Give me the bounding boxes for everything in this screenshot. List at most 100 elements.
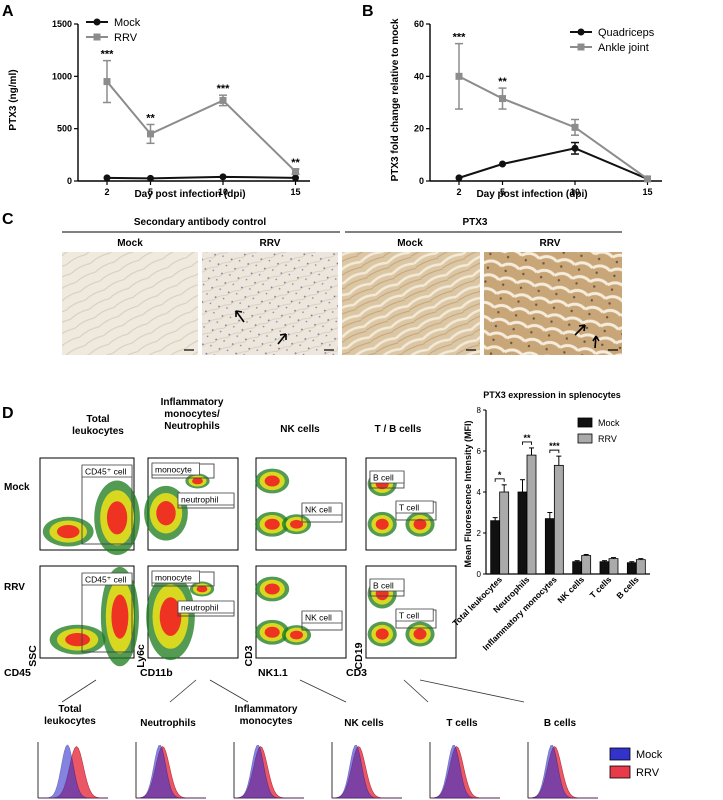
flow-density	[413, 628, 427, 640]
panel-d-flow: Total leukocytes Inflammatory monocytes/Neu…	[4, 397, 525, 703]
gate-leuk-label: CD45⁺ cell	[85, 467, 126, 477]
flow-density	[264, 475, 280, 487]
flow-row-rrv: RRV	[4, 582, 25, 593]
hist-legend-swatch	[609, 747, 631, 761]
chart-b-point	[571, 144, 579, 152]
chart-b-point	[499, 160, 506, 168]
chart-b-point	[499, 95, 506, 103]
flow-density	[375, 628, 389, 640]
flow-arrow-line	[169, 679, 197, 703]
flow-pop-title: NK cells	[280, 424, 320, 435]
chart-b-significance: **	[498, 76, 507, 88]
panel-letter-b: B	[362, 3, 374, 20]
flow-density	[375, 518, 389, 530]
micrograph-secondary-rrv	[202, 252, 338, 355]
chart-b-series-line	[458, 75, 649, 180]
micrograph-ptx3-rrv	[484, 252, 622, 355]
flow-density	[111, 594, 129, 639]
hist-mock	[233, 744, 304, 799]
chart-a-legend-label: Mock	[114, 17, 141, 29]
arrow-icon	[235, 310, 245, 323]
gate-neutrophil-label-box	[177, 600, 235, 614]
gate-neutrophil-label-box	[177, 492, 235, 506]
gate-t-label-box	[395, 608, 434, 622]
flow-ylabel: CD3	[243, 645, 255, 666]
gate-leuk-label-box	[81, 464, 133, 478]
hist-title: Inflammatory monocytes	[235, 704, 298, 727]
panel-c: Secondary antibody control PTX3 Mock RRV…	[62, 217, 622, 355]
gate-nk-label-box	[301, 502, 343, 516]
chart-d-bar	[544, 518, 555, 575]
chart-a-point	[292, 168, 299, 176]
chart-a-legend-marker	[93, 18, 101, 26]
chart-a-significance: ***	[101, 49, 115, 61]
panel-c-col-3: Mock	[397, 238, 423, 249]
chart-d-bar	[626, 562, 637, 575]
hist-title: B cells	[544, 718, 577, 729]
panel-c-header-ptx3: PTX3	[462, 217, 487, 228]
flow-density	[192, 477, 203, 485]
chart-a-point	[147, 130, 154, 138]
chart-a-ylabel: PTX3 (ng/ml)	[8, 69, 19, 130]
chart-d-sig-bracket	[494, 478, 505, 482]
chart-b-ytick-label: 40	[414, 71, 424, 81]
panel-letter-d: D	[2, 405, 14, 422]
gate-nk-label: NK cell	[305, 613, 332, 623]
gate-b-label: B cell	[373, 473, 394, 483]
gate-monocyte-label-box	[151, 462, 200, 476]
flow-arrow-line	[61, 679, 97, 703]
chart-d-category-label: B cells	[614, 574, 641, 601]
gate-monocyte-label: monocyte	[155, 465, 192, 475]
panel-c-col-2: RRV	[260, 238, 281, 249]
chart-b-ytick-label: 20	[414, 124, 424, 134]
chart-b: PTX3 fold change relative to mock Day po…	[390, 18, 662, 200]
flow-xlabel: CD3	[346, 667, 367, 679]
hist-title: T cells	[446, 718, 478, 729]
flow-pop-title: T / B cells	[375, 424, 422, 435]
chart-d-legend-swatch	[577, 433, 593, 444]
chart-b-xtick-label: 15	[642, 187, 652, 197]
flow-ylabel: SSC	[27, 645, 39, 667]
flow-density	[264, 626, 280, 638]
chart-b-ylabel: PTX3 fold change relative to mock	[390, 18, 401, 181]
hist-title: Neutrophils	[140, 718, 196, 729]
flow-pop-title: Inflammatory monocytes/Neutrophils	[161, 397, 224, 432]
chart-d-legend-swatch	[577, 417, 593, 428]
chart-d-ytick-label: 2	[477, 529, 482, 538]
chart-d-bar	[526, 454, 537, 575]
chart-b-point	[455, 174, 463, 182]
hist-legend-swatch	[609, 765, 631, 779]
gate-leuk-label: CD45⁺ cell	[85, 575, 126, 585]
chart-a-point	[292, 174, 299, 182]
flow-density	[56, 524, 80, 539]
chart-d-legend-label: RRV	[598, 434, 617, 444]
chart-d-category-label: T cells	[588, 574, 614, 600]
chart-b-point	[571, 123, 579, 131]
flow-pop-title: Total leukocytes	[72, 414, 124, 437]
flow-xlabel: CD45	[4, 667, 31, 679]
chart-d-significance: **	[523, 433, 531, 443]
chart-b-xtick-label: 10	[570, 187, 580, 197]
flow-density	[413, 518, 427, 530]
panel-c-col-1: Mock	[117, 238, 143, 249]
panel-d-histograms: Total leukocytes Neutrophils Inflammatory mo…	[37, 704, 663, 799]
hist-legend-label: RRV	[636, 767, 660, 779]
chart-d-bar	[517, 491, 528, 575]
chart-d-bar	[553, 464, 564, 575]
chart-d-significance: *	[498, 470, 502, 480]
chart-b-series-line	[458, 147, 648, 180]
gate-b-label-box	[369, 578, 405, 592]
chart-a-xlabel: Day post infection (dpi)	[134, 189, 245, 200]
gate-neutrophil-label: neutrophil	[181, 495, 218, 505]
chart-b-legend-label: Quadriceps	[598, 27, 655, 39]
gate-t-label: T cell	[399, 611, 419, 621]
chart-b-xtick-label: 2	[456, 187, 461, 197]
panel-letter-c: C	[2, 211, 14, 228]
chart-a-ytick-label: 500	[57, 124, 72, 134]
flow-row-mock: Mock	[4, 482, 30, 493]
chart-a-point	[103, 78, 111, 86]
chart-b-ytick-label: 0	[419, 176, 424, 186]
chart-a-significance: **	[291, 157, 300, 169]
flow-xlabel: CD11b	[140, 667, 173, 679]
